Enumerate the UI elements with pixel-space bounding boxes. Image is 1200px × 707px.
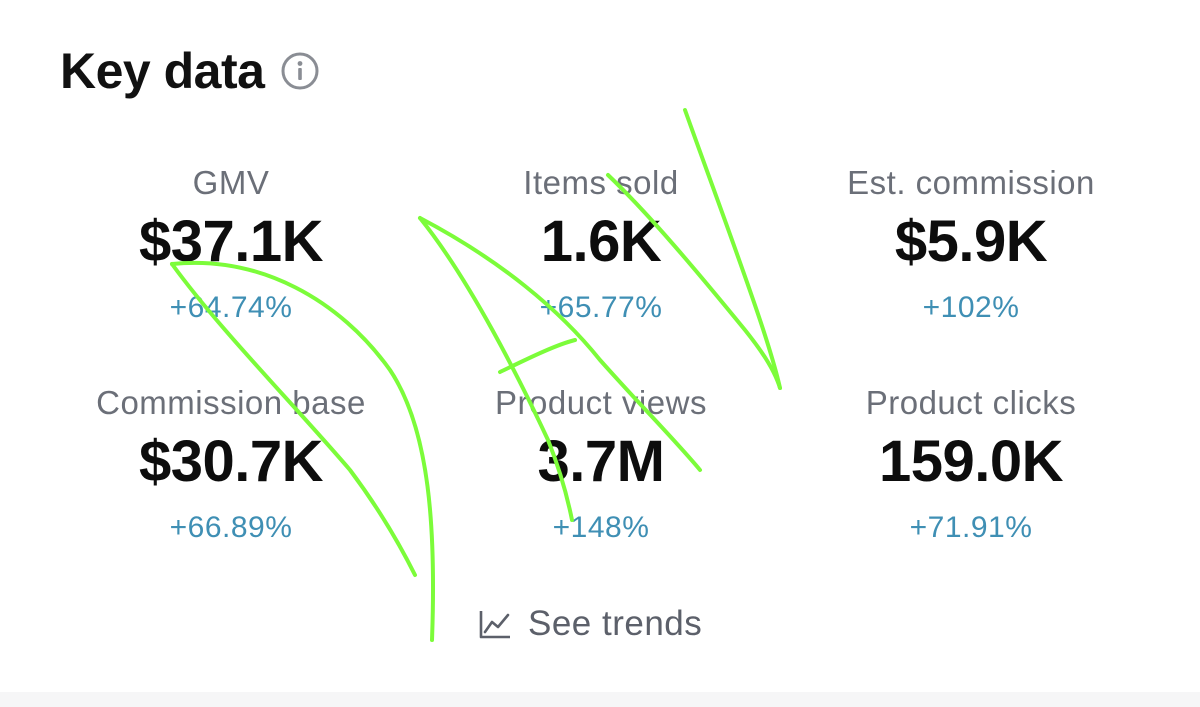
metric-label: Commission base	[96, 384, 366, 421]
page-title: Key data	[60, 43, 265, 99]
metric-change: +148%	[552, 511, 650, 544]
metric-label: GMV	[192, 164, 270, 201]
see-trends-button[interactable]: See trends	[478, 604, 702, 644]
metric-change: +66.89%	[169, 511, 293, 544]
metric-label: Product views	[495, 384, 707, 421]
see-trends-label: See trends	[528, 604, 703, 643]
metric-value: $5.9K	[894, 209, 1048, 274]
info-circle-icon[interactable]	[280, 51, 320, 91]
metric-value: 3.7M	[537, 429, 665, 494]
metric-value: $30.7K	[138, 429, 324, 494]
metric-commission-base[interactable]: Commission base $30.7K +66.89%	[46, 386, 416, 543]
line-chart-icon	[478, 607, 512, 641]
metric-est-commission[interactable]: Est. commission $5.9K +102%	[786, 166, 1156, 323]
metric-change: +102%	[922, 291, 1020, 324]
metric-value: $37.1K	[138, 209, 324, 274]
metric-gmv[interactable]: GMV $37.1K +64.74%	[46, 166, 416, 323]
metric-change: +65.77%	[539, 291, 663, 324]
metric-change: +64.74%	[169, 291, 293, 324]
metric-value: 1.6K	[540, 209, 662, 274]
metric-product-clicks[interactable]: Product clicks 159.0K +71.91%	[786, 386, 1156, 543]
metric-items-sold[interactable]: Items sold 1.6K +65.77%	[416, 166, 786, 323]
metric-label: Est. commission	[847, 164, 1095, 201]
section-divider	[0, 692, 1200, 707]
metric-label: Product clicks	[865, 384, 1077, 421]
metric-label: Items sold	[523, 164, 679, 201]
key-data-header: Key data	[60, 42, 320, 100]
metric-change: +71.91%	[909, 511, 1033, 544]
metric-value: 159.0K	[878, 429, 1064, 494]
metric-product-views[interactable]: Product views 3.7M +148%	[416, 386, 786, 543]
